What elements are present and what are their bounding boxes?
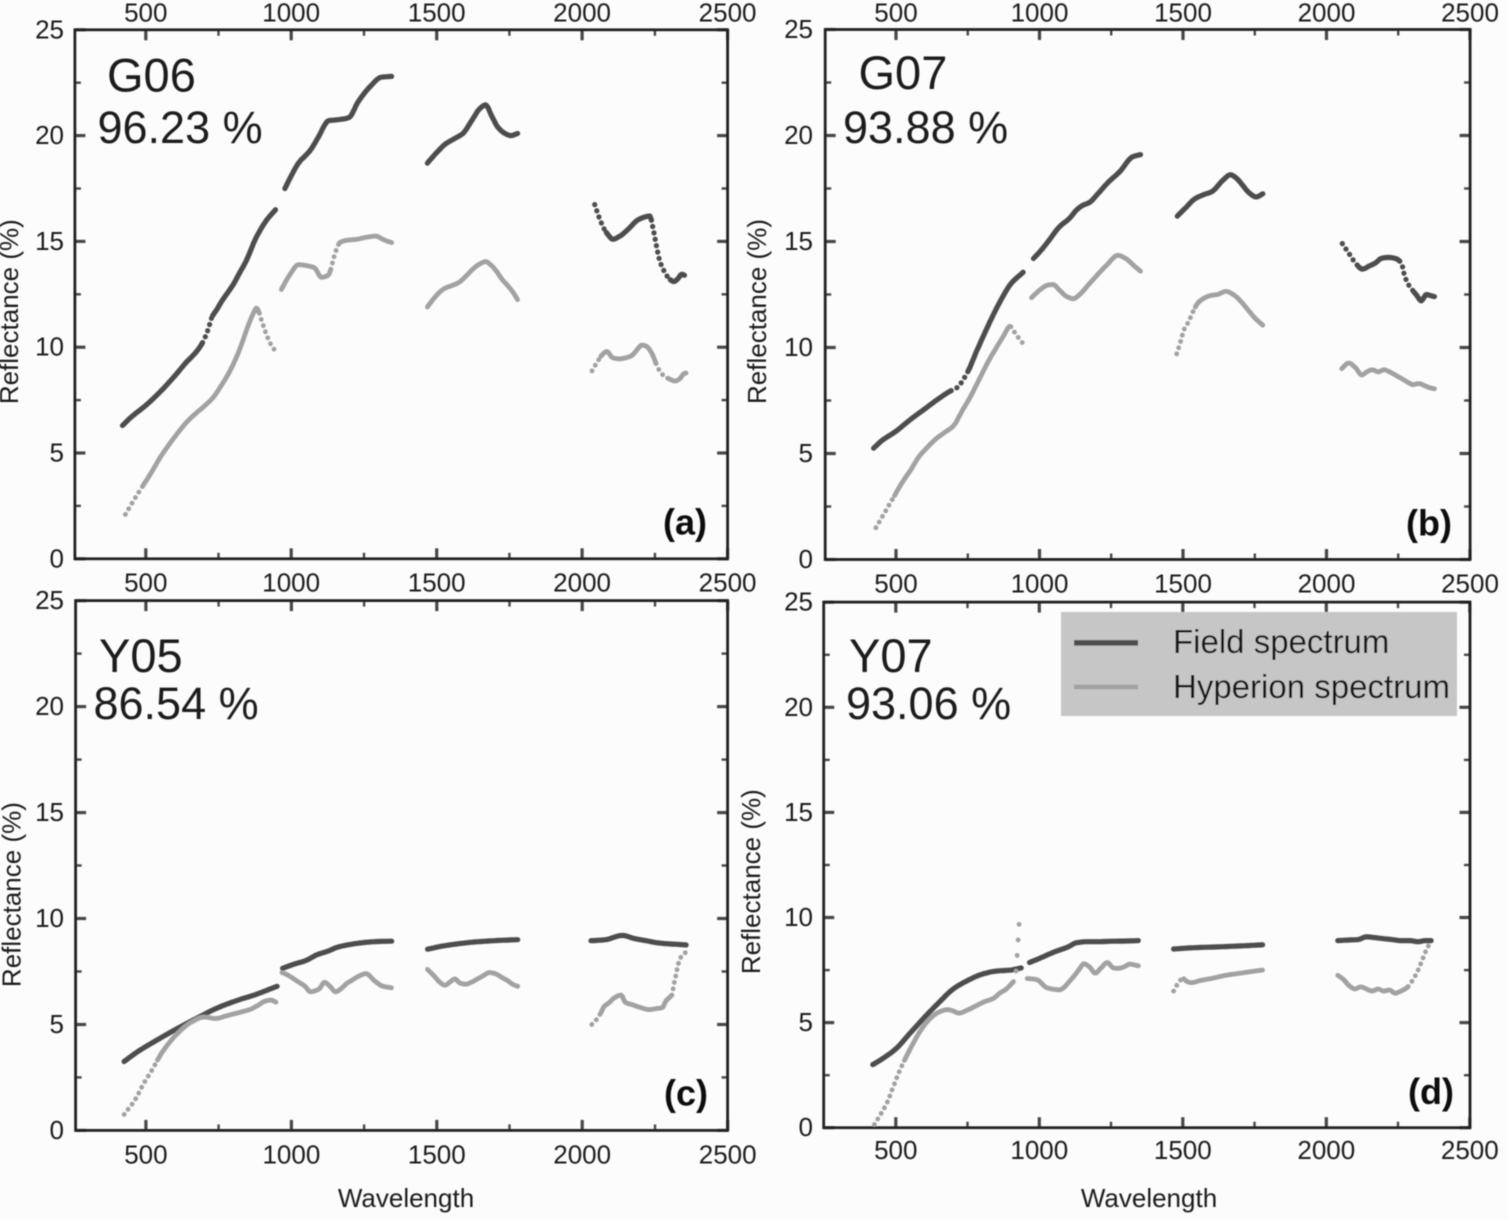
svg-text:86.54 %: 86.54 % bbox=[94, 678, 259, 729]
svg-text:20: 20 bbox=[35, 120, 64, 150]
svg-text:5: 5 bbox=[50, 1009, 64, 1039]
svg-text:15: 15 bbox=[35, 226, 64, 256]
svg-text:Y07: Y07 bbox=[849, 629, 933, 682]
svg-text:500: 500 bbox=[124, 0, 167, 28]
svg-text:10: 10 bbox=[784, 332, 813, 362]
svg-text:2500: 2500 bbox=[1441, 1135, 1499, 1165]
svg-text:1500: 1500 bbox=[1154, 0, 1212, 28]
svg-text:(c): (c) bbox=[664, 1073, 708, 1114]
svg-text:Reflectance (%): Reflectance (%) bbox=[0, 219, 24, 404]
svg-text:2000: 2000 bbox=[553, 568, 611, 598]
svg-text:500: 500 bbox=[874, 0, 917, 28]
svg-text:10: 10 bbox=[784, 902, 813, 932]
svg-text:5: 5 bbox=[50, 438, 64, 468]
svg-text:10: 10 bbox=[35, 903, 64, 933]
svg-text:15: 15 bbox=[35, 797, 64, 827]
svg-text:96.23 %: 96.23 % bbox=[98, 102, 263, 153]
svg-text:1000: 1000 bbox=[1011, 0, 1069, 28]
svg-text:15: 15 bbox=[784, 226, 813, 256]
svg-text:500: 500 bbox=[874, 569, 917, 599]
svg-text:Wavelength: Wavelength bbox=[338, 1183, 474, 1213]
svg-text:2000: 2000 bbox=[1297, 1135, 1355, 1165]
svg-text:1000: 1000 bbox=[262, 1140, 320, 1170]
svg-text:1000: 1000 bbox=[1010, 1135, 1068, 1165]
svg-text:10: 10 bbox=[35, 332, 64, 362]
svg-text:1500: 1500 bbox=[1154, 569, 1212, 599]
svg-text:5: 5 bbox=[799, 1007, 813, 1037]
svg-text:Reflectance (%): Reflectance (%) bbox=[742, 219, 772, 404]
svg-text:1500: 1500 bbox=[1154, 1135, 1212, 1165]
svg-text:2500: 2500 bbox=[699, 568, 757, 598]
svg-text:Field spectrum: Field spectrum bbox=[1173, 623, 1389, 660]
svg-text:G07: G07 bbox=[859, 46, 948, 99]
svg-text:0: 0 bbox=[50, 543, 64, 573]
svg-text:15: 15 bbox=[784, 797, 813, 827]
svg-text:Reflectance (%): Reflectance (%) bbox=[736, 789, 766, 974]
svg-text:0: 0 bbox=[799, 1112, 813, 1142]
svg-text:Y05: Y05 bbox=[99, 629, 183, 682]
svg-text:2000: 2000 bbox=[553, 0, 611, 28]
svg-text:20: 20 bbox=[784, 120, 813, 150]
svg-text:1000: 1000 bbox=[1011, 569, 1069, 599]
svg-text:1000: 1000 bbox=[262, 568, 320, 598]
svg-text:25: 25 bbox=[784, 587, 813, 617]
svg-text:2500: 2500 bbox=[699, 0, 757, 28]
svg-text:2000: 2000 bbox=[1298, 0, 1356, 28]
svg-text:2000: 2000 bbox=[553, 1140, 611, 1170]
svg-text:25: 25 bbox=[35, 585, 64, 615]
svg-text:2000: 2000 bbox=[1298, 569, 1356, 599]
svg-text:1500: 1500 bbox=[408, 568, 466, 598]
svg-text:500: 500 bbox=[874, 1135, 917, 1165]
svg-text:0: 0 bbox=[50, 1115, 64, 1145]
svg-text:25: 25 bbox=[35, 14, 64, 44]
svg-text:(a): (a) bbox=[663, 502, 707, 543]
svg-text:93.88 %: 93.88 % bbox=[843, 102, 1008, 153]
svg-text:Hyperion spectrum: Hyperion spectrum bbox=[1173, 668, 1450, 705]
svg-text:500: 500 bbox=[124, 1140, 167, 1170]
svg-text:1500: 1500 bbox=[408, 1140, 466, 1170]
svg-text:G06: G06 bbox=[107, 49, 196, 102]
svg-text:0: 0 bbox=[799, 544, 813, 574]
svg-text:Reflectance (%): Reflectance (%) bbox=[0, 802, 27, 987]
svg-text:25: 25 bbox=[784, 14, 813, 44]
svg-text:(d): (d) bbox=[1408, 1071, 1454, 1112]
svg-text:1000: 1000 bbox=[262, 0, 320, 28]
svg-text:500: 500 bbox=[124, 568, 167, 598]
svg-text:93.06 %: 93.06 % bbox=[846, 678, 1011, 729]
svg-text:Wavelength: Wavelength bbox=[1081, 1183, 1217, 1213]
svg-text:5: 5 bbox=[799, 438, 813, 468]
svg-text:1500: 1500 bbox=[408, 0, 466, 28]
svg-text:20: 20 bbox=[784, 692, 813, 722]
svg-text:2500: 2500 bbox=[1441, 0, 1499, 28]
svg-text:2500: 2500 bbox=[699, 1140, 757, 1170]
svg-text:(b): (b) bbox=[1406, 503, 1452, 544]
svg-text:2500: 2500 bbox=[1441, 569, 1499, 599]
svg-text:20: 20 bbox=[35, 691, 64, 721]
